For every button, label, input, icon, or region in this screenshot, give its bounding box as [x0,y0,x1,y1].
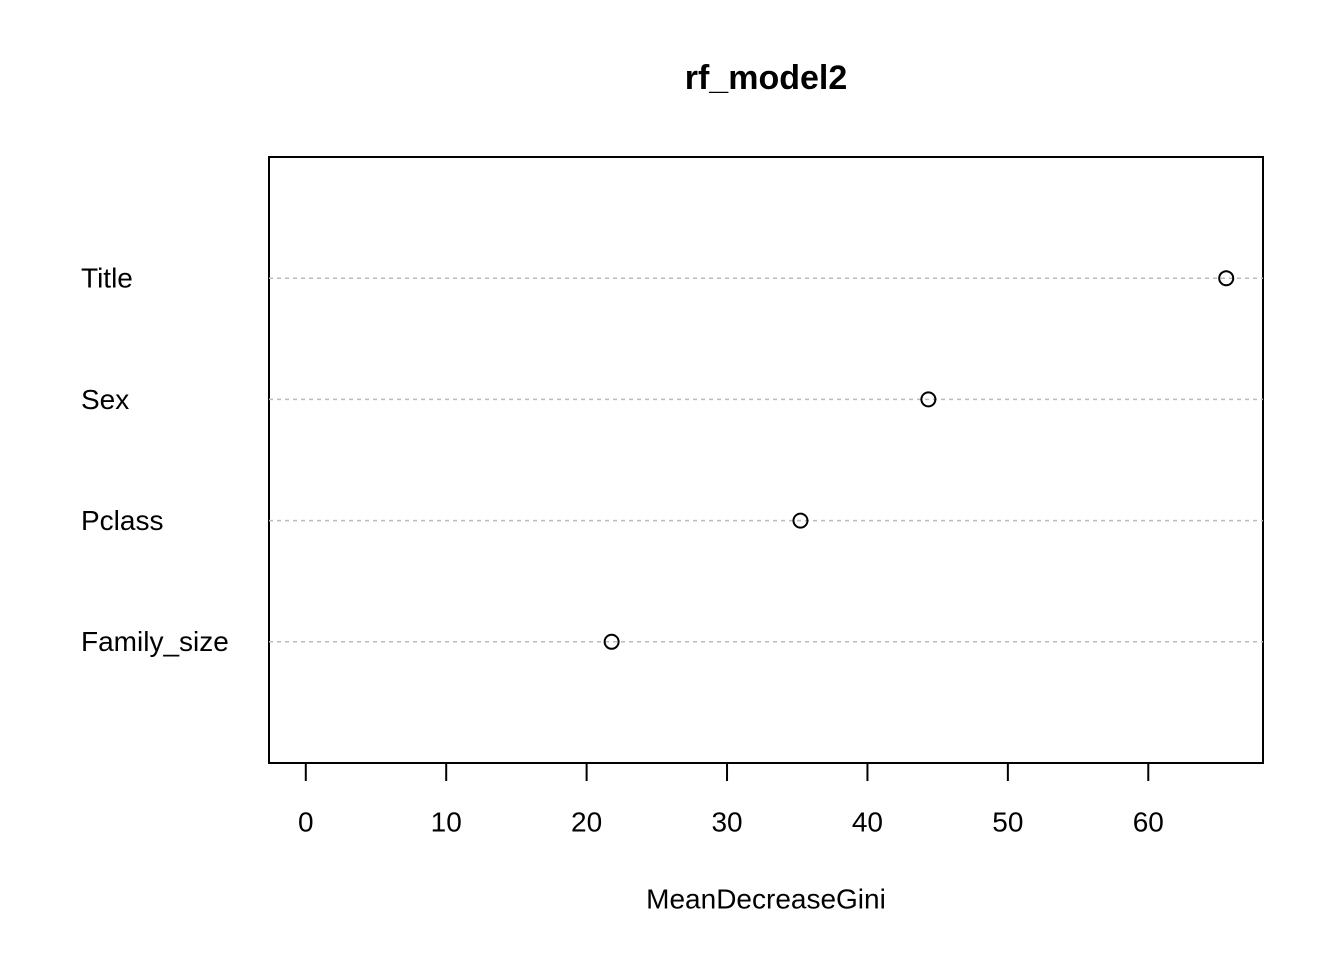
x-tick-label: 30 [711,806,742,837]
x-tick-label: 20 [571,806,602,837]
x-tick-label: 60 [1133,806,1164,837]
chart-title: rf_model2 [685,59,848,97]
x-tick-label: 10 [431,806,462,837]
y-tick-label: Sex [81,384,129,415]
y-tick-label: Pclass [81,505,163,536]
y-tick-label: Title [81,263,133,294]
x-axis-label: MeanDecreaseGini [646,883,886,914]
dot [792,512,809,529]
plot-frame [268,156,1264,764]
y-tick-label: Family_size [81,626,229,657]
dot [1218,270,1235,287]
x-tick-label: 0 [298,806,314,837]
x-tick-label: 40 [852,806,883,837]
dot [920,391,937,408]
dot [603,633,620,650]
x-tick-label: 50 [992,806,1023,837]
